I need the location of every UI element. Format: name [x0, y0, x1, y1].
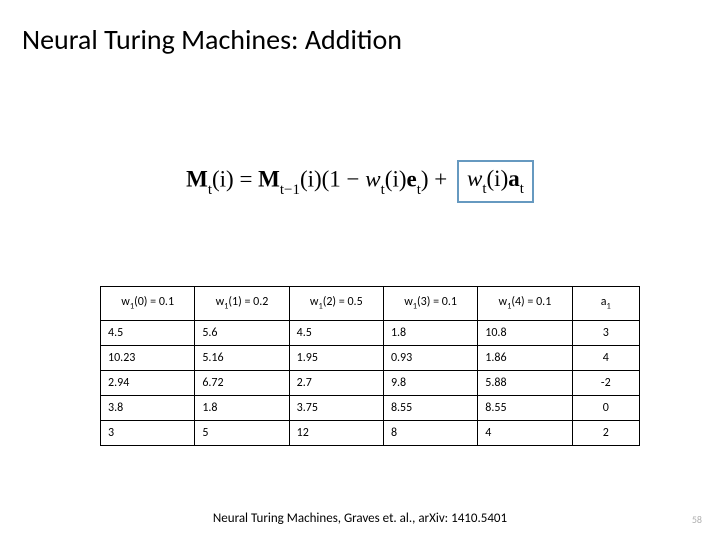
data-table-region: w1(0) = 0.1w1(1) = 0.2w1(2) = 0.5w1(3) =…	[100, 286, 640, 446]
table-row: 10.235.161.950.931.864	[101, 346, 640, 371]
formula-M1: M	[186, 167, 208, 192]
table-cell: 2.94	[101, 371, 195, 396]
table-header-cell: w1(0) = 0.1	[101, 287, 195, 321]
table-header-row: w1(0) = 0.1w1(1) = 0.2w1(2) = 0.5w1(3) =…	[101, 287, 640, 321]
table-cell: 1.86	[478, 346, 572, 371]
formula-box-w-arg: (i)	[487, 166, 509, 191]
formula-M2-arg: (i)(1 −	[300, 167, 365, 192]
table-header-cell: w1(1) = 0.2	[195, 287, 289, 321]
table-cell: 3	[101, 421, 195, 446]
header-var: w	[121, 295, 130, 309]
formula-box-w: w	[467, 166, 482, 191]
table-cell: 9.8	[383, 371, 477, 396]
table-cell: 4.5	[101, 321, 195, 346]
table-cell: 1.8	[195, 396, 289, 421]
table-cell: 10.23	[101, 346, 195, 371]
formula-box-a-sub: t	[520, 181, 524, 197]
table-cell: 8.55	[383, 396, 477, 421]
header-arg: (3) = 0.1	[417, 295, 457, 309]
table-cell: 10.8	[478, 321, 572, 346]
formula-e-sub: t	[417, 182, 421, 198]
header-var: w	[404, 295, 413, 309]
table-cell: 2.7	[289, 371, 383, 396]
table-cell: 0.93	[383, 346, 477, 371]
table-cell: 1.95	[289, 346, 383, 371]
formula-w1-sub: t	[381, 182, 385, 198]
header-arg: (2) = 0.5	[323, 295, 363, 309]
table-cell: 3	[572, 321, 639, 346]
table-header-cell: w1(3) = 0.1	[383, 287, 477, 321]
table-row: 3.81.83.758.558.550	[101, 396, 640, 421]
formula-region: Mt(i) = Mt−1(i)(1 − wt(i)et) + wt(i)at	[0, 160, 720, 203]
data-table: w1(0) = 0.1w1(1) = 0.2w1(2) = 0.5w1(3) =…	[100, 286, 640, 446]
formula-close1: ) +	[421, 167, 453, 192]
formula-eq: =	[234, 167, 258, 192]
table-cell: 6.72	[195, 371, 289, 396]
formula-M2-sub: t−1	[280, 182, 300, 198]
header-arg: (4) = 0.1	[511, 295, 551, 309]
table-header-cell: w1(4) = 0.1	[478, 287, 572, 321]
formula-M2: M	[258, 167, 280, 192]
formula-highlight-box: wt(i)at	[457, 160, 534, 203]
table-cell: 5	[195, 421, 289, 446]
table-cell: 3.8	[101, 396, 195, 421]
table-cell: 4	[572, 346, 639, 371]
header-var: w	[499, 295, 508, 309]
table-cell: 5.6	[195, 321, 289, 346]
table-cell: 4.5	[289, 321, 383, 346]
formula-M1-arg: (i)	[212, 167, 234, 192]
table-cell: 4	[478, 421, 572, 446]
table-cell: 5.16	[195, 346, 289, 371]
header-arg: (1) = 0.2	[228, 295, 268, 309]
table-cell: 8	[383, 421, 477, 446]
formula-w1-arg: (i)	[385, 167, 407, 192]
citation-footer: Neural Turing Machines, Graves et. al., …	[0, 511, 720, 526]
table-cell: -2	[572, 371, 639, 396]
table-cell: 3.75	[289, 396, 383, 421]
table-cell: 0	[572, 396, 639, 421]
formula-w1: w	[365, 167, 380, 192]
table-cell: 12	[289, 421, 383, 446]
header-arg: (0) = 0.1	[134, 295, 174, 309]
table-row: 3512842	[101, 421, 640, 446]
table-header-cell: w1(2) = 0.5	[289, 287, 383, 321]
table-row: 2.946.722.79.85.88-2	[101, 371, 640, 396]
formula-box-a: a	[508, 166, 520, 191]
page-number: 58	[692, 513, 702, 526]
formula-box-w-sub: t	[482, 181, 486, 197]
table-cell: 2	[572, 421, 639, 446]
formula: Mt(i) = Mt−1(i)(1 − wt(i)et) + wt(i)at	[186, 160, 534, 203]
table-cell: 8.55	[478, 396, 572, 421]
table-row: 4.55.64.51.810.83	[101, 321, 640, 346]
table-cell: 5.88	[478, 371, 572, 396]
formula-e: e	[407, 167, 417, 192]
header-var: w	[216, 295, 225, 309]
table-cell: 1.8	[383, 321, 477, 346]
slide-title: Neural Turing Machines: Addition	[22, 22, 402, 57]
formula-M1-sub: t	[208, 182, 212, 198]
table-header-cell: a1	[572, 287, 639, 321]
header-sub: 1	[607, 302, 611, 312]
